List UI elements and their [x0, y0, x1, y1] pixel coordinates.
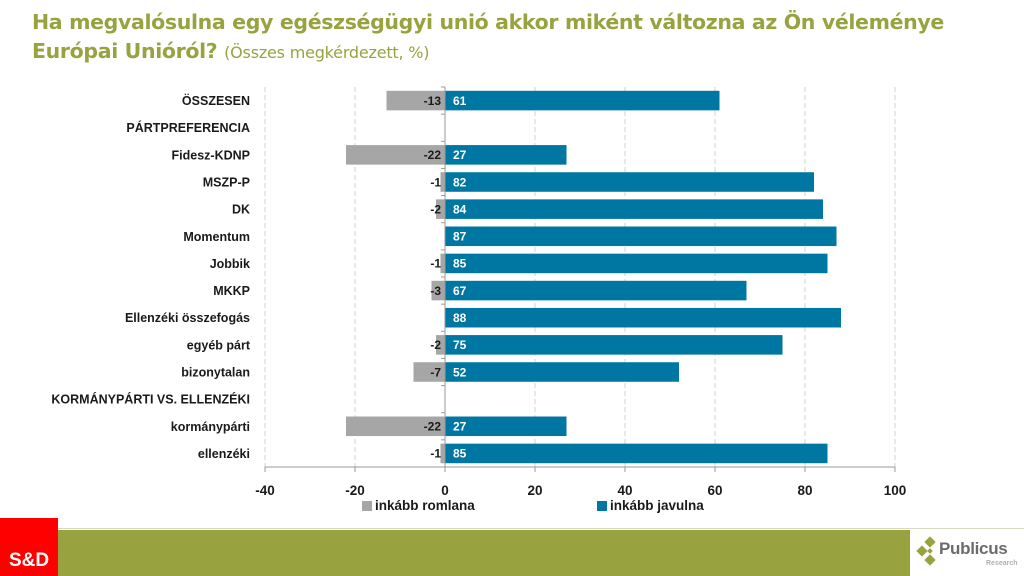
x-tick-label: 60 [707, 483, 722, 498]
data-label-romlana: -22 [424, 420, 442, 434]
data-label-romlana: -2 [430, 202, 441, 216]
bars [346, 90, 841, 464]
bar-romlana-fidesz-kdnp [346, 145, 445, 165]
bar-javulna-fidesz-kdnp [445, 145, 567, 165]
footer-bar [0, 530, 910, 576]
x-tick-label: -20 [345, 483, 365, 498]
legend-swatch-javulna [597, 500, 607, 511]
bar-javulna-dk [445, 199, 823, 219]
category-label-mszp-p: MSZP-P [203, 176, 250, 190]
bar-romlana-mkkp [431, 280, 445, 301]
legend-item-romlana: inkább romlana [362, 498, 475, 513]
category-label-osszesen: ÖSSZESEN [182, 93, 250, 108]
data-label-javulna: 88 [453, 311, 467, 325]
x-tick-label: 40 [617, 483, 632, 498]
bar-romlana-ellenzeki [440, 443, 445, 464]
bar-javulna-jobbik [445, 253, 828, 274]
bar-javulna-mkkp [445, 280, 747, 301]
data-label-romlana: -2 [430, 338, 441, 352]
x-tick-label: 20 [527, 483, 542, 498]
data-label-javulna: 27 [453, 148, 467, 162]
publicus-logo: Publicus Research [915, 532, 1024, 576]
publicus-diamond-icon [916, 536, 936, 566]
category-label-ellenzeki-osszefogas: Ellenzéki összefogás [125, 311, 250, 325]
x-tick-label: 100 [884, 483, 907, 498]
category-label-jobbik: Jobbik [210, 257, 250, 271]
data-label-romlana: -1 [430, 447, 441, 461]
bar-romlana-osszesen [386, 90, 445, 111]
bar-javulna-momentum [445, 226, 837, 247]
category-label-mkkp: MKKP [213, 284, 250, 298]
sd-logo: S&D [0, 518, 58, 576]
bar-romlana-kormanyparti [346, 416, 445, 437]
x-tick-label: 80 [797, 483, 812, 498]
bar-romlana-egyeb-part [436, 335, 445, 355]
bar-javulna-egyeb-part [445, 335, 783, 355]
sd-logo-text: S&D [8, 550, 50, 571]
category-label-fidesz-kdnp: Fidesz-KDNP [172, 148, 250, 162]
title-main: Ha megvalósulna egy egészségügyi unió ak… [32, 10, 944, 63]
data-labels: -13 61 -22 27 -1 82 -2 84 87 -1 85 -3 67 88 -2 75 -7 52 -2… [424, 94, 467, 461]
data-label-romlana: -1 [430, 175, 441, 189]
data-label-javulna: 67 [453, 284, 467, 298]
category-label-kormanyparti: kormánypárti [171, 420, 250, 434]
legend-label-romlana: inkább romlana [375, 498, 475, 513]
bar-romlana-bizonytalan [413, 362, 445, 382]
data-label-javulna: 27 [453, 420, 467, 434]
gridlines [264, 87, 896, 467]
data-label-javulna: 61 [453, 94, 467, 108]
data-label-javulna: 52 [453, 365, 467, 379]
footer-divider [0, 528, 1024, 529]
data-label-romlana: -13 [424, 94, 442, 108]
chart-title: Ha megvalósulna egy egészségügyi unió ak… [32, 8, 992, 67]
data-label-javulna: 84 [453, 202, 467, 216]
category-label-egyeb-part: egyéb párt [187, 338, 251, 352]
data-label-romlana: -7 [430, 365, 441, 379]
publicus-sub: Research [986, 560, 1018, 567]
bar-javulna-kormanyparti [445, 416, 567, 437]
category-label-dk: DK [232, 203, 250, 217]
bar-javulna-ellenzeki-osszefogas [445, 307, 841, 328]
axes [264, 86, 896, 472]
x-tick-labels: -40 -20 0 20 40 60 80 100 [255, 483, 906, 498]
data-label-romlana: -3 [430, 284, 441, 298]
data-label-romlana: -1 [430, 257, 441, 271]
title-subtitle: (Összes megkérdezett, %) [224, 43, 430, 62]
bar-javulna-osszesen [445, 90, 720, 111]
category-label-momentum: Momentum [183, 230, 250, 244]
data-label-javulna: 82 [453, 175, 467, 189]
data-label-romlana: -22 [424, 148, 442, 162]
data-label-javulna: 85 [453, 257, 467, 271]
category-label-ellenzeki: ellenzéki [198, 447, 250, 461]
category-label-partpreferencia: PÁRTPREFERENCIA [126, 120, 250, 135]
legend-item-javulna: inkább javulna [597, 498, 704, 513]
bar-romlana-jobbik [440, 253, 445, 274]
bar-javulna-mszp-p [445, 172, 814, 192]
bar-javulna-ellenzeki [445, 443, 828, 464]
data-label-javulna: 87 [453, 230, 467, 244]
x-tick-label: 0 [441, 483, 449, 498]
category-label-kormanyparti-vs-ellenzeki: KORMÁNYPÁRTI VS. ELLENZÉKI [51, 392, 250, 407]
legend-label-javulna: inkább javulna [610, 498, 704, 513]
bar-romlana-dk [436, 199, 445, 219]
data-label-javulna: 85 [453, 447, 467, 461]
x-tick-label: -40 [255, 483, 275, 498]
publicus-name: Publicus [939, 539, 1008, 558]
category-labels: ÖSSZESEN PÁRTPREFERENCIA Fidesz-KDNP MSZP-P… [51, 93, 250, 461]
data-label-javulna: 75 [453, 338, 467, 352]
bar-javulna-bizonytalan [445, 362, 679, 382]
category-label-bizonytalan: bizonytalan [181, 366, 250, 380]
legend-swatch-romlana [362, 500, 372, 511]
bar-romlana-mszp-p [440, 172, 445, 192]
